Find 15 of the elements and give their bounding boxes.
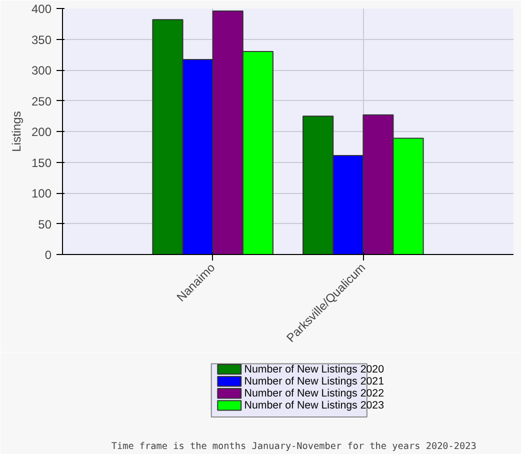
y-tick-label: 350: [31, 32, 52, 47]
y-tick-label: 250: [31, 94, 52, 108]
y-axis-title: Listings: [9, 111, 24, 152]
y-tick-label: 100: [31, 186, 52, 200]
legend-label: Number of New Listings 2022: [244, 387, 384, 400]
y-tick-label: 300: [31, 64, 52, 78]
y-tick-label: 400: [31, 2, 52, 16]
y-tick-label: 50: [38, 217, 52, 232]
y-tick-label: 0: [44, 248, 52, 262]
legend-label: Number of New Listings 2020: [244, 363, 384, 376]
legend-label: Number of New Listings 2021: [244, 375, 384, 388]
legend-label: Number of New Listings 2023: [244, 399, 384, 412]
text: Time frame is the months January-November for the years 2020-2023: [111, 440, 476, 452]
y-tick-label: 200: [31, 125, 52, 139]
y-tick-label: 150: [31, 156, 52, 170]
